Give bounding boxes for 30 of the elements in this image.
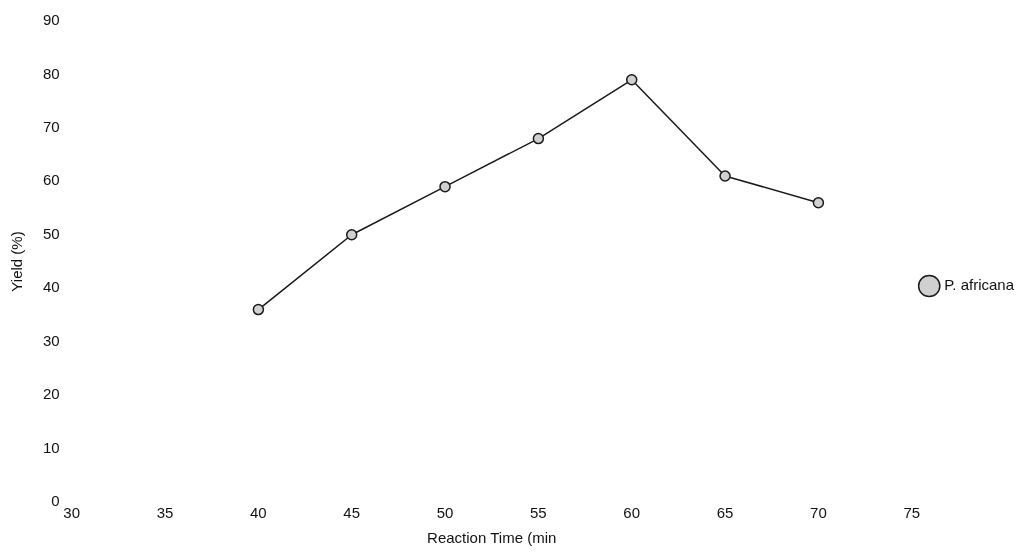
y-axis-title: Yield (%) — [8, 231, 26, 292]
x-tick-label: 75 — [903, 504, 921, 522]
point — [252, 303, 265, 316]
y-tick-label: 10 — [43, 438, 60, 456]
y-tick-label: 0 — [51, 492, 60, 510]
y-tick-label: 60 — [43, 171, 60, 189]
point — [532, 132, 545, 145]
x-tick-label: 40 — [250, 504, 267, 522]
x-tick-label: 70 — [810, 504, 827, 522]
x-tick-label: 60 — [623, 504, 641, 522]
point — [812, 196, 825, 209]
x-axis-title: Reaction Time (min — [427, 529, 557, 547]
point — [719, 170, 731, 182]
y-tick-label: 50 — [43, 224, 60, 242]
point — [439, 180, 451, 193]
x-tick-label: 55 — [530, 504, 547, 522]
y-tick-label: 90 — [43, 11, 60, 29]
point — [345, 229, 358, 241]
legend-label: P. africana — [944, 276, 1015, 294]
y-tick-label: 40 — [43, 278, 60, 296]
point — [625, 74, 638, 86]
y-tick-label: 30 — [43, 331, 60, 349]
x-tick-label: 30 — [63, 504, 81, 522]
x-tick-label: 50 — [436, 504, 454, 522]
x-tick-label: 45 — [343, 504, 361, 522]
y-tick-label: 80 — [43, 64, 60, 82]
x-tick-label: 35 — [156, 504, 174, 522]
y-tick-label: 70 — [43, 118, 60, 136]
y-tick-label: 20 — [43, 385, 60, 403]
x-tick-label: 65 — [716, 504, 734, 522]
